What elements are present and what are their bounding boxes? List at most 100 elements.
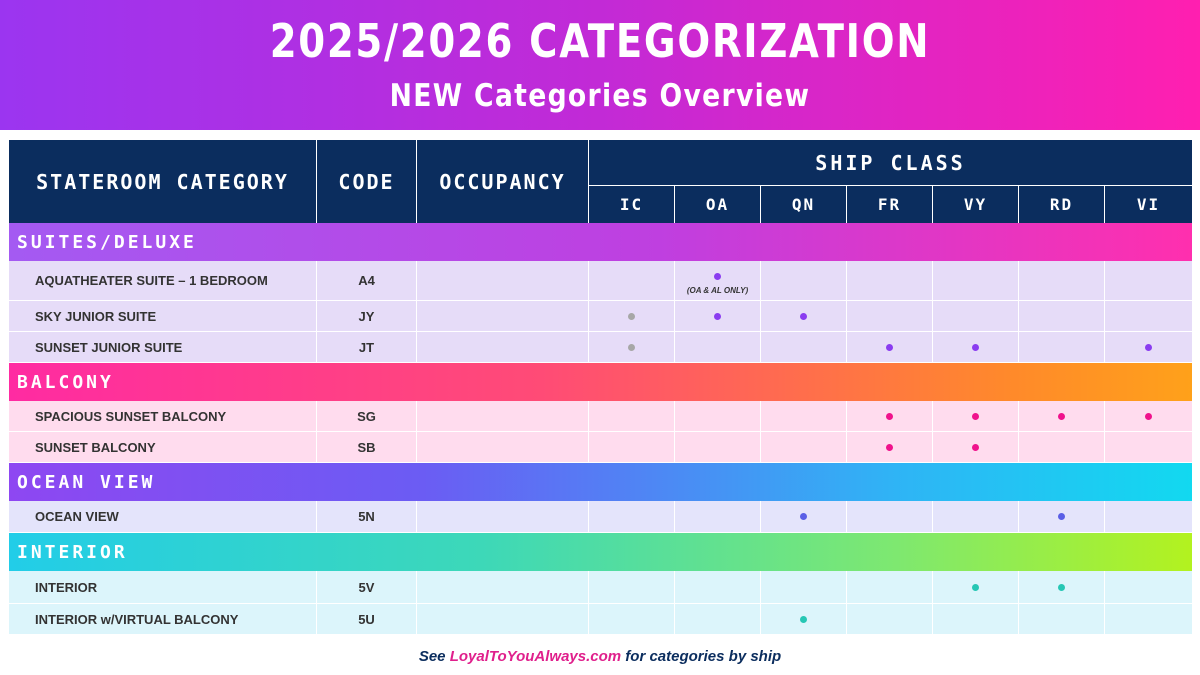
- category-code: 5U: [317, 604, 417, 635]
- availability-cell-fr: [847, 332, 933, 363]
- table-header: STATEROOM CATEGORY CODE OCCUPANCY SHIP C…: [9, 140, 1192, 223]
- availability-marker: [1145, 412, 1152, 420]
- availability-cell-fr: [847, 432, 933, 463]
- availability-cell-vi: [1105, 501, 1192, 533]
- availability-cell-vy: [933, 332, 1019, 363]
- availability-cell-vy: [933, 604, 1019, 635]
- category-name: AQUATHEATER SUITE – 1 BEDROOM: [9, 261, 317, 301]
- header-ship-fr: FR: [847, 186, 933, 223]
- availability-dot-icon: [1145, 343, 1152, 351]
- availability-cell-rd: [1019, 401, 1105, 432]
- availability-cell-oa: [675, 432, 761, 463]
- availability-cell-qn: [761, 261, 847, 301]
- category-name: SUNSET BALCONY: [9, 432, 317, 463]
- table-row: INTERIOR 5V: [9, 571, 1192, 604]
- availability-marker: [714, 312, 721, 320]
- header-ship-class: SHIP CLASS: [589, 140, 1192, 186]
- availability-cell-qn: [761, 604, 847, 635]
- availability-dot-icon: [800, 312, 807, 320]
- availability-marker: [1058, 513, 1065, 520]
- page-title: 2025/2026 CATEGORIZATION: [269, 14, 931, 68]
- occupancy-cell: [417, 604, 589, 635]
- page-subtitle: NEW Categories Overview: [389, 78, 811, 114]
- availability-dot-icon: [886, 443, 893, 451]
- availability-cell-fr: [847, 301, 933, 332]
- footer-link[interactable]: LoyalToYouAlways.com: [449, 648, 622, 665]
- availability-marker: [972, 343, 979, 351]
- availability-dot-icon: [714, 312, 721, 320]
- occupancy-cell: [417, 501, 589, 533]
- category-name: INTERIOR: [9, 571, 317, 604]
- availability-marker: [800, 513, 807, 520]
- availability-cell-ic: [589, 332, 675, 363]
- availability-cell-qn: [761, 301, 847, 332]
- category-name: SPACIOUS SUNSET BALCONY: [9, 401, 317, 432]
- availability-cell-vy: [933, 432, 1019, 463]
- category-code: A4: [317, 261, 417, 301]
- availability-marker: [886, 412, 893, 420]
- availability-cell-ic: [589, 571, 675, 604]
- footer-note: See LoyalToYouAlways.com for categories …: [0, 648, 1200, 665]
- header-ship-qn: QN: [761, 186, 847, 223]
- availability-marker: [1058, 412, 1065, 420]
- section-band-ocean-view: OCEAN VIEW: [9, 463, 1192, 501]
- availability-cell-vi: [1105, 432, 1192, 463]
- availability-cell-ic: [589, 301, 675, 332]
- categories-table: STATEROOM CATEGORY CODE OCCUPANCY SHIP C…: [9, 140, 1192, 635]
- availability-cell-qn: [761, 501, 847, 533]
- title-banner: 2025/2026 CATEGORIZATION NEW Categories …: [0, 0, 1200, 130]
- availability-cell-oa: [675, 501, 761, 533]
- availability-cell-fr: [847, 571, 933, 604]
- availability-cell-oa: (OA & AL ONLY): [675, 261, 761, 301]
- availability-cell-fr: [847, 604, 933, 635]
- availability-cell-oa: [675, 604, 761, 635]
- availability-cell-vy: [933, 261, 1019, 301]
- table-row: OCEAN VIEW 5N: [9, 501, 1192, 533]
- occupancy-cell: [417, 261, 589, 301]
- category-name: INTERIOR w/VIRTUAL BALCONY: [9, 604, 317, 635]
- availability-note: (OA & AL ONLY): [686, 285, 749, 295]
- availability-cell-qn: [761, 432, 847, 463]
- header-ship-vi: VI: [1136, 195, 1161, 214]
- table-row: AQUATHEATER SUITE – 1 BEDROOM A4 (OA & AL …: [9, 261, 1192, 301]
- footer-prefix: See: [418, 648, 450, 665]
- availability-cell-fr: [847, 261, 933, 301]
- availability-cell-oa: [675, 332, 761, 363]
- availability-marker: [886, 443, 893, 451]
- availability-dot-icon: [1058, 412, 1065, 420]
- table-row: SPACIOUS SUNSET BALCONY SG: [9, 401, 1192, 432]
- availability-cell-oa: [675, 401, 761, 432]
- availability-dot-icon: [972, 443, 979, 451]
- availability-cell-rd: [1019, 261, 1105, 301]
- availability-cell-qn: [761, 571, 847, 604]
- availability-cell-vi: [1105, 604, 1192, 635]
- category-code: 5N: [317, 501, 417, 533]
- availability-cell-ic: [589, 261, 675, 301]
- availability-cell-qn: [761, 332, 847, 363]
- availability-dot-icon: [800, 513, 807, 520]
- availability-marker: [800, 312, 807, 320]
- availability-cell-vy: [933, 401, 1019, 432]
- table-body: SUITES/DELUXE AQUATHEATER SUITE – 1 BEDRO…: [9, 223, 1192, 635]
- availability-dot-icon: [1058, 583, 1065, 591]
- category-code: JY: [317, 301, 417, 332]
- availability-cell-rd: [1019, 301, 1105, 332]
- header-ship-rd: RD: [1019, 186, 1105, 223]
- section-label: INTERIOR: [17, 541, 128, 563]
- availability-dot-icon: [972, 343, 979, 351]
- availability-dot-icon: [886, 412, 893, 420]
- section-label: BALCONY: [17, 371, 114, 393]
- header-code: CODE: [317, 140, 417, 223]
- category-name: OCEAN VIEW: [9, 501, 317, 533]
- availability-cell-oa: [675, 301, 761, 332]
- availability-marker: [972, 583, 979, 591]
- occupancy-cell: [417, 571, 589, 604]
- availability-cell-vi: [1105, 401, 1192, 432]
- availability-cell-vy: [933, 501, 1019, 533]
- availability-dot-icon: [1145, 412, 1152, 420]
- availability-cell-oa: [675, 571, 761, 604]
- occupancy-cell: [417, 301, 589, 332]
- category-name: SUNSET JUNIOR SUITE: [9, 332, 317, 363]
- section-band-balcony: BALCONY: [9, 363, 1192, 401]
- availability-cell-rd: [1019, 571, 1105, 604]
